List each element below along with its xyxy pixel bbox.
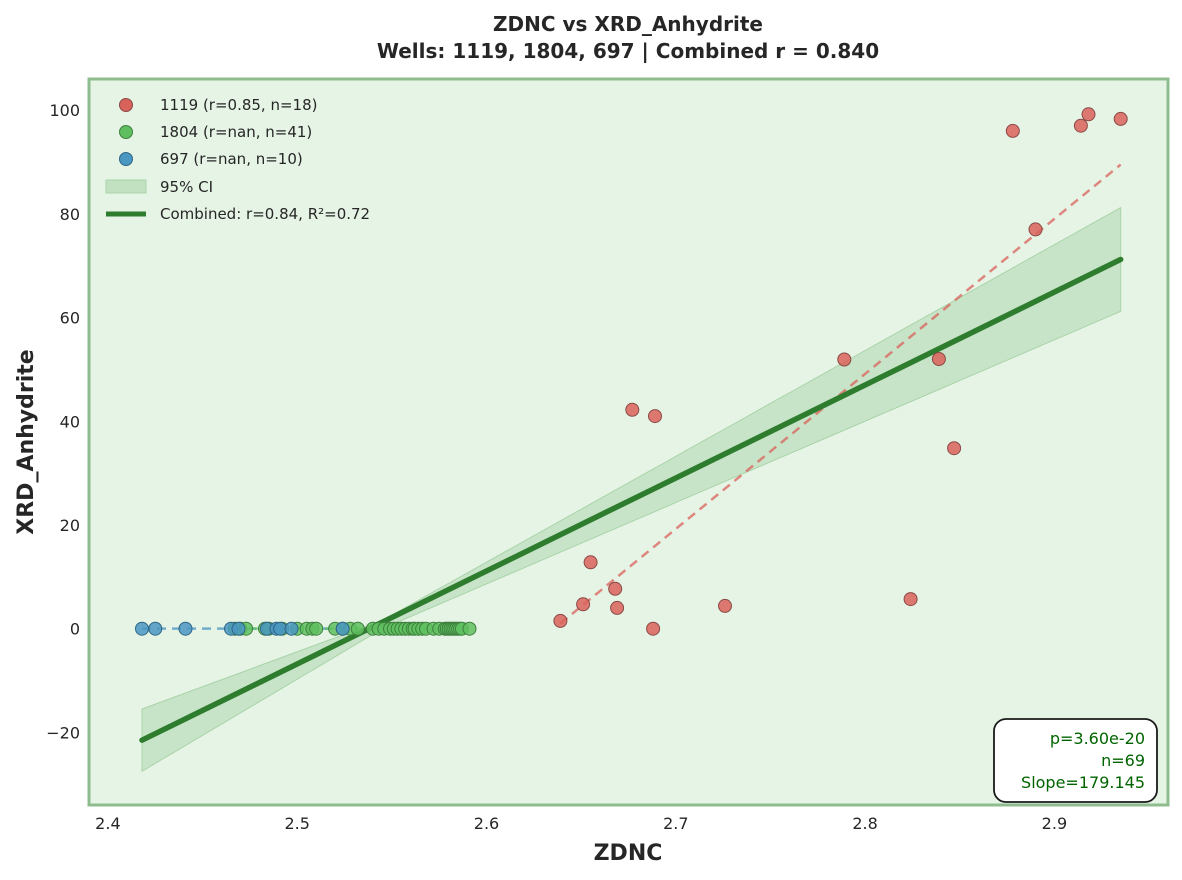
- point-697: [178, 621, 193, 636]
- point-1119: [1028, 222, 1043, 237]
- point-1119: [837, 352, 852, 367]
- x-tick-label: 2.6: [474, 814, 499, 833]
- plot-frame: [87, 77, 1170, 807]
- stats-box: p=3.60e-20 n=69 Slope=179.145: [993, 718, 1158, 803]
- point-1119: [610, 600, 625, 615]
- stats-box-frame: [993, 718, 1158, 803]
- point-1119: [903, 592, 918, 607]
- chart-title-line1: ZDNC vs XRD_Anhydrite: [493, 12, 763, 36]
- legend-marker-697: [119, 152, 133, 166]
- point-1119: [625, 402, 640, 417]
- x-ticks: 2.4 2.5 2.6 2.7 2.8 2.9: [95, 814, 1067, 833]
- point-697: [284, 621, 299, 636]
- point-1119: [576, 597, 591, 612]
- point-1119: [553, 613, 568, 628]
- legend: 1119 (r=0.85, n=18) 1804 (r=nan, n=41) 6…: [105, 96, 370, 223]
- y-tick-label: 20: [60, 516, 80, 535]
- x-axis-label: ZDNC: [594, 841, 663, 866]
- y-tick-label: 100: [49, 101, 80, 120]
- point-1804: [462, 621, 477, 636]
- point-697: [335, 621, 350, 636]
- point-697: [135, 621, 149, 636]
- point-1119: [648, 409, 662, 424]
- legend-marker-1804: [119, 125, 133, 139]
- point-1119: [1113, 111, 1128, 126]
- legend-marker-ci: [105, 179, 147, 194]
- point-1119: [1005, 123, 1020, 138]
- point-697: [231, 621, 246, 636]
- x-tick-label: 2.5: [284, 814, 309, 833]
- point-1119: [718, 598, 732, 613]
- y-tick-label: 40: [60, 412, 80, 431]
- ci-band: [141, 206, 1122, 773]
- point-1119: [608, 581, 623, 596]
- x-tick-label: 2.4: [95, 814, 120, 833]
- stats-n: n=69: [1101, 751, 1145, 770]
- y-ticks: −20 0 20 40 60 80 100: [46, 101, 80, 742]
- x-tick-label: 2.7: [663, 814, 688, 833]
- legend-label-697: 697 (r=nan, n=10): [160, 150, 303, 168]
- x-tick-label: 2.9: [1042, 814, 1067, 833]
- y-tick-label: −20: [46, 723, 80, 742]
- ci-band-layer: [141, 206, 1122, 773]
- legend-marker-1119: [119, 98, 133, 112]
- stats-p-value: p=3.60e-20: [1050, 729, 1145, 748]
- legend-label-ci: 95% CI: [160, 178, 213, 196]
- y-axis-label: XRD_Anhydrite: [14, 349, 39, 534]
- y-tick-label: 80: [60, 205, 80, 224]
- combined-fit-layer: [139, 256, 1124, 743]
- point-1119: [583, 555, 598, 570]
- y-tick-label: 60: [60, 309, 80, 328]
- x-tick-label: 2.8: [852, 814, 877, 833]
- point-1804: [309, 621, 324, 636]
- point-1119: [1081, 107, 1096, 122]
- chart-title-line2: Wells: 1119, 1804, 697 | Combined r = 0.…: [377, 39, 879, 63]
- point-1804: [350, 621, 365, 636]
- y-tick-label: 0: [70, 620, 80, 639]
- point-1119: [646, 621, 661, 636]
- point-1119: [1073, 118, 1088, 133]
- point-1119: [947, 441, 962, 456]
- points-layer: [135, 107, 1128, 636]
- stats-slope: Slope=179.145: [1021, 773, 1145, 792]
- legend-label-combined: Combined: r=0.84, R²=0.72: [160, 205, 370, 223]
- legend-label-1119: 1119 (r=0.85, n=18): [160, 96, 317, 114]
- point-1119: [931, 352, 946, 366]
- point-697: [148, 621, 163, 636]
- legend-label-1804: 1804 (r=nan, n=41): [160, 123, 312, 141]
- combined-fit-line: [139, 256, 1124, 743]
